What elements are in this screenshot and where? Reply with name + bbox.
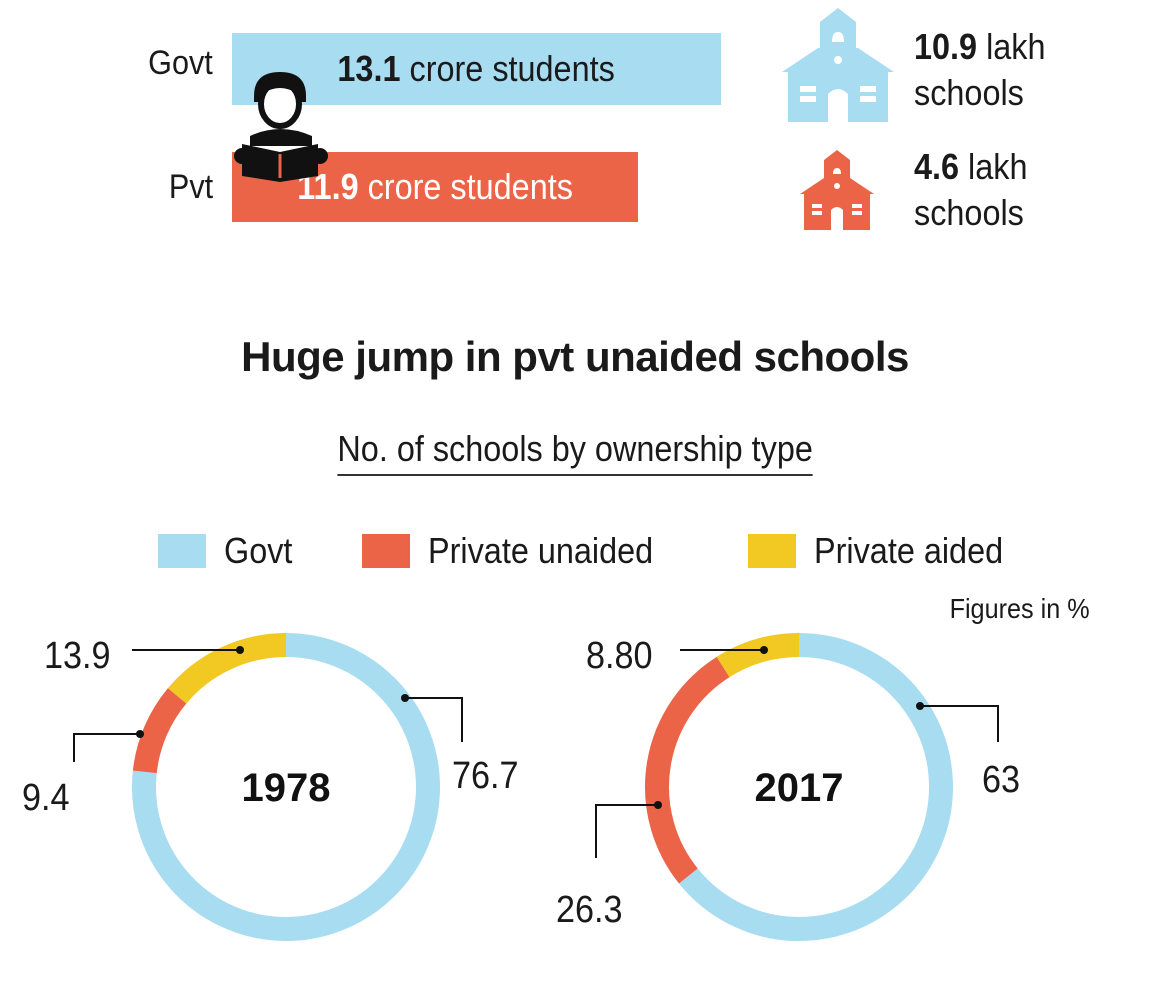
pvt-school-building-icon: [800, 150, 874, 230]
govt-schools-text: 10.9 lakh schools: [914, 26, 1046, 113]
pvt-students-bar: 11.9 crore students: [232, 152, 638, 222]
student-reading-icon: [234, 72, 328, 182]
donut-1978-leader-dot-private-unaided: [136, 730, 144, 738]
legend-item-govt: Govt: [158, 530, 300, 572]
headline: Huge jump in pvt unaided schools: [241, 333, 909, 380]
pvt-schools-text: 4.6 lakh schools: [914, 146, 1028, 233]
legend-label-private-aided: Private aided: [814, 530, 1004, 571]
donut-1978-center-label: 1978: [242, 766, 331, 810]
donut-2017-slice-govt: [679, 633, 953, 941]
donut-1978-leader-dot-private-aided: [236, 646, 244, 654]
donut-2017-value-label-private-unaided: 26.3: [556, 887, 623, 930]
donut-2017-leader-private-unaided: [595, 804, 658, 858]
figures-note: Figures in %: [949, 593, 1090, 624]
donut-1978-slice-private-aided: [167, 633, 287, 704]
donut-1978-leader-private-unaided: [73, 733, 140, 762]
legend-swatch-govt: [158, 534, 206, 568]
donut-2017-slice-private-unaided: [645, 656, 730, 884]
donut-1978-value-label-govt: 76.7: [452, 753, 519, 796]
donut-1978-value-label-private-unaided: 9.4: [22, 775, 70, 818]
legend-item-private-aided: Private aided: [748, 530, 1024, 572]
chart-subtitle: No. of schools by ownership type: [0, 428, 1150, 476]
donut-2017-leader-govt: [920, 705, 999, 742]
donut-1978-leader-govt: [405, 697, 463, 742]
legend-swatch-private-unaided: [362, 534, 410, 568]
donut-2017-leader-dot-govt: [916, 702, 924, 710]
donut-1978-slice-private-unaided: [132, 688, 187, 774]
govt-school-building-icon: [782, 8, 894, 122]
pvt-row-label: Pvt: [168, 168, 213, 206]
govt-students-bar: 13.1 crore students: [232, 33, 721, 105]
legend-swatch-private-aided: [748, 534, 796, 568]
donut-2017-value-label-govt: 63: [982, 757, 1020, 800]
legend-item-private-unaided: Private unaided: [362, 530, 678, 572]
govt-students-text: 13.1 crore students: [337, 48, 616, 89]
donut-1978-slice-govt: [132, 633, 440, 941]
donut-1978-leader-dot-govt: [401, 694, 409, 702]
donut-2017-leader-dot-private-unaided: [654, 801, 662, 809]
govt-row-label: Govt: [148, 44, 213, 82]
donut-2017-leader-dot-private-aided: [760, 646, 768, 654]
donut-1978-value-label-private-aided: 13.9: [44, 633, 111, 676]
donut-2017-value-label-private-aided: 8.80: [586, 633, 653, 676]
donut-2017-center-label: 2017: [755, 766, 844, 810]
legend-label-private-unaided: Private unaided: [428, 530, 654, 571]
legend-label-govt: Govt: [224, 530, 293, 571]
